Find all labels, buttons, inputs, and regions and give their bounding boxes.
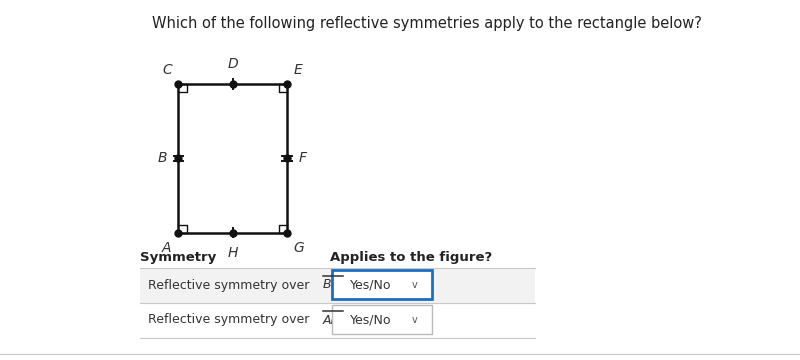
Text: Reflective symmetry over: Reflective symmetry over [148, 314, 314, 327]
Text: v: v [412, 280, 418, 290]
Text: BF: BF [323, 279, 339, 292]
Text: v: v [412, 315, 418, 325]
FancyBboxPatch shape [332, 270, 432, 299]
Text: A: A [162, 240, 172, 255]
Text: Applies to the figure?: Applies to the figure? [330, 252, 492, 265]
Text: C: C [162, 63, 172, 77]
Text: Symmetry: Symmetry [140, 252, 216, 265]
Text: F: F [299, 151, 307, 165]
Text: G: G [293, 240, 304, 255]
Text: D: D [227, 57, 238, 71]
Text: B: B [158, 151, 167, 165]
FancyBboxPatch shape [332, 305, 432, 334]
Text: Yes/No: Yes/No [350, 279, 391, 292]
Text: Yes/No: Yes/No [350, 314, 391, 327]
Text: Reflective symmetry over: Reflective symmetry over [148, 279, 314, 292]
Text: E: E [294, 63, 302, 77]
Text: Which of the following reflective symmetries apply to the rectangle below?: Which of the following reflective symmet… [152, 16, 702, 31]
Text: H: H [227, 246, 238, 260]
Bar [140, 268, 535, 303]
Text: AE: AE [323, 314, 339, 327]
